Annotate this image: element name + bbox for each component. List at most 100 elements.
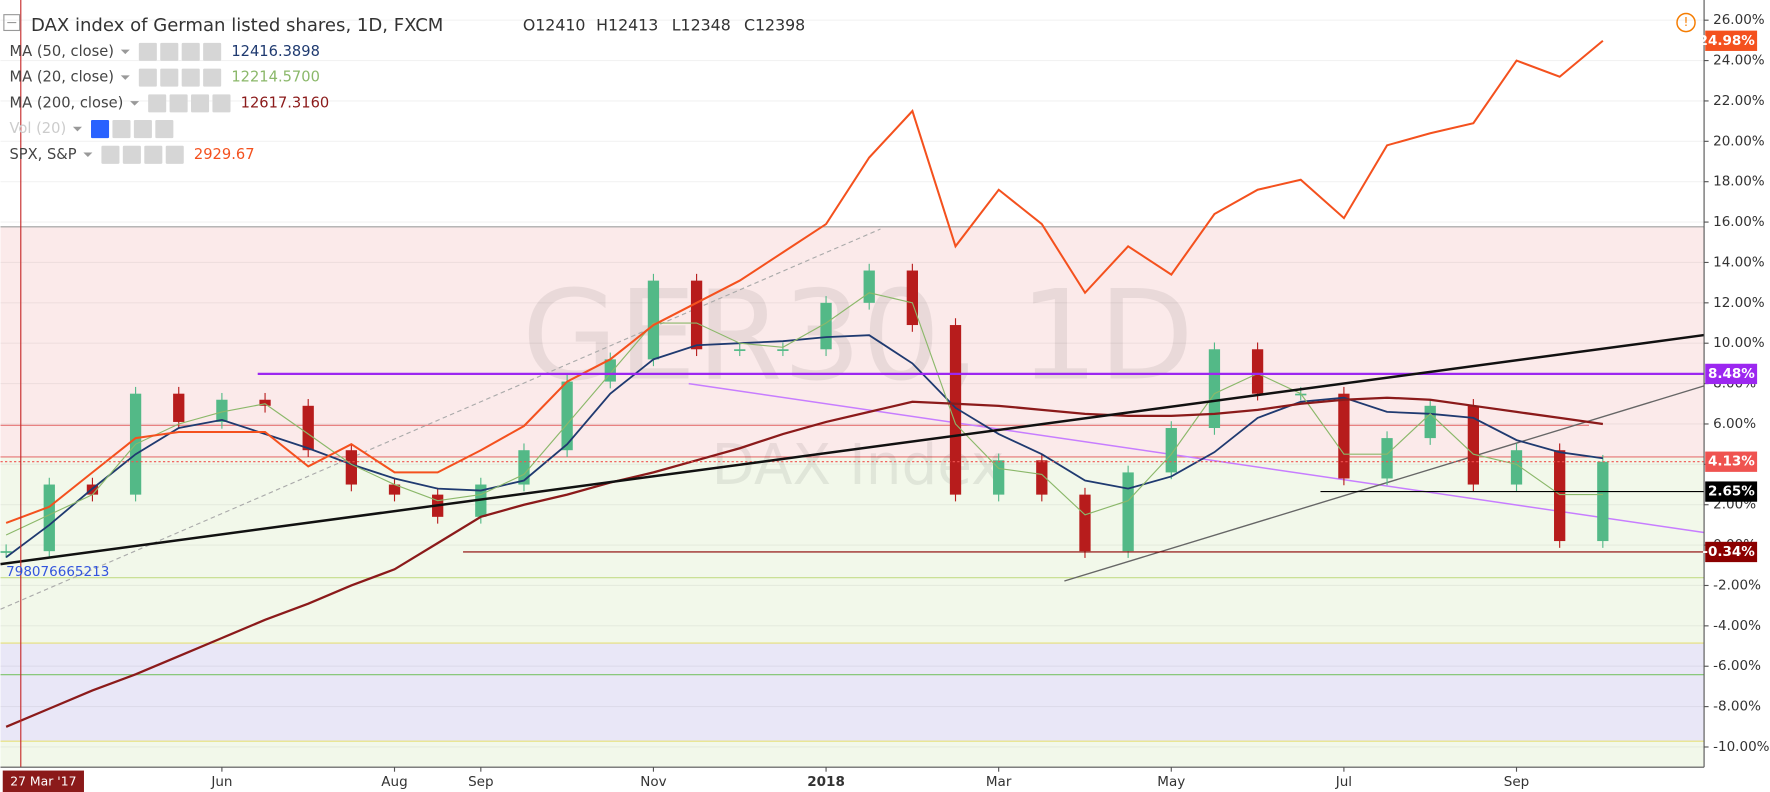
legend-button[interactable] [169, 94, 188, 113]
trend-line [1064, 385, 1705, 582]
zone-green-low [0, 741, 1705, 768]
legend-name: SPX, S&P [10, 146, 77, 163]
y-tick-label: 20.00% [1713, 133, 1765, 149]
candle [1079, 494, 1091, 552]
legend-button[interactable] [160, 68, 179, 87]
legend-value: 12214.5700 [231, 69, 320, 86]
y-tick-label: 26.00% [1713, 12, 1765, 28]
price-label: 24.98% [1699, 33, 1756, 49]
legend-value: 12617.3160 [241, 94, 330, 111]
price-label-bg [1705, 541, 1758, 563]
candle [777, 349, 789, 351]
legend-button[interactable] [203, 42, 222, 61]
legend-dropdown[interactable] [72, 126, 82, 132]
y-tick-label: 10.00% [1713, 335, 1765, 351]
zone-pink [0, 226, 1705, 457]
candle [690, 280, 703, 350]
axis-labels: -10.00%-8.00%-6.00%-4.00%-2.00%0.00%2.00… [2, 12, 1770, 792]
candle [1165, 428, 1177, 473]
legend-name: MA (200, close) [10, 94, 124, 111]
candle [604, 359, 616, 382]
collapse-button[interactable] [3, 14, 21, 32]
x-tick-label: Sep [468, 774, 493, 790]
trend-line [0, 333, 1705, 566]
legend-button[interactable] [148, 94, 167, 113]
candle [1467, 405, 1479, 485]
warning-icon[interactable] [1676, 12, 1696, 33]
x-tick-label: Jun [210, 774, 232, 790]
legend-button[interactable] [91, 120, 110, 139]
legend-button[interactable] [101, 145, 120, 164]
y-tick-label: 16.00% [1713, 214, 1765, 230]
candle [863, 270, 875, 303]
x-tick-label: 2018 [807, 774, 845, 790]
trend-line [688, 382, 1705, 534]
legend-dropdown[interactable] [120, 75, 130, 80]
legend-button[interactable] [138, 42, 157, 61]
y-tick-label: -4.00% [1713, 618, 1761, 634]
trend-line [0, 228, 881, 610]
y-tick-label: 24.00% [1713, 53, 1765, 69]
candle [388, 484, 401, 495]
price-label-bg [1705, 30, 1758, 51]
candle [734, 349, 746, 351]
x-tick-label: Jul [1335, 774, 1352, 790]
legend-dropdown[interactable] [130, 101, 140, 106]
ohlc: O12410 H12413 L12348 C12398 [523, 15, 805, 34]
crosshair-date: 27 Mar '17 [10, 773, 76, 788]
candle [1122, 472, 1134, 552]
legend-button[interactable] [112, 120, 131, 139]
candle [1208, 349, 1221, 429]
legend-button[interactable] [122, 145, 141, 164]
legend-button[interactable] [203, 68, 222, 87]
legend-button[interactable] [181, 42, 200, 61]
candle [993, 460, 1005, 495]
y-tick-label: 6.00% [1713, 416, 1756, 432]
series-line [5, 292, 1603, 536]
legend-button[interactable] [144, 145, 163, 164]
x-tick-label: Aug [381, 774, 407, 790]
candle [647, 280, 660, 360]
legend-button[interactable] [138, 68, 157, 87]
candle [561, 381, 573, 451]
price-label: -0.34% [1702, 544, 1755, 560]
grid [0, 19, 1705, 748]
price-label: 4.13% [1708, 454, 1755, 470]
zone-lavender [0, 643, 1705, 742]
legend-button[interactable] [212, 94, 231, 113]
ohlc-value: H12413 [596, 15, 658, 34]
candle [820, 302, 832, 350]
legend-dropdown[interactable] [120, 49, 130, 55]
candle [173, 393, 185, 422]
plot [0, 39, 1705, 728]
legend-button[interactable] [181, 68, 200, 87]
legend-button[interactable] [160, 42, 179, 61]
legend-button[interactable] [133, 120, 152, 139]
legend-name: Vol (20) [10, 120, 67, 137]
candle [1510, 450, 1523, 485]
warning-mark: ! [1684, 14, 1689, 29]
y-tick-label: -2.00% [1713, 577, 1761, 593]
candle [345, 450, 357, 485]
candle [906, 270, 918, 326]
legend: MA (50, close) 12416.3898 MA (20, close) 12… [10, 42, 330, 164]
candle [216, 399, 228, 422]
legend-name: MA (20, close) [10, 69, 114, 86]
candle [1424, 405, 1436, 439]
legend-dropdown[interactable] [83, 152, 93, 158]
candle [1251, 349, 1264, 394]
y-tick-label: -6.00% [1713, 658, 1761, 674]
chart-title: DAX index of German listed shares, 1D, F… [31, 15, 443, 36]
price-label: 8.48% [1708, 366, 1755, 382]
x-tick-label: Sep [1504, 774, 1529, 790]
series-line [5, 39, 1604, 524]
legend-button[interactable] [165, 145, 184, 164]
legend-button[interactable] [191, 94, 210, 113]
legend-button[interactable] [155, 120, 174, 139]
ohlc-value: C12398 [744, 15, 805, 34]
y-tick-label: 12.00% [1713, 295, 1765, 311]
x-tick-label: Mar [986, 774, 1012, 790]
crosshair-date-bg [2, 770, 84, 792]
candle [1554, 450, 1566, 542]
